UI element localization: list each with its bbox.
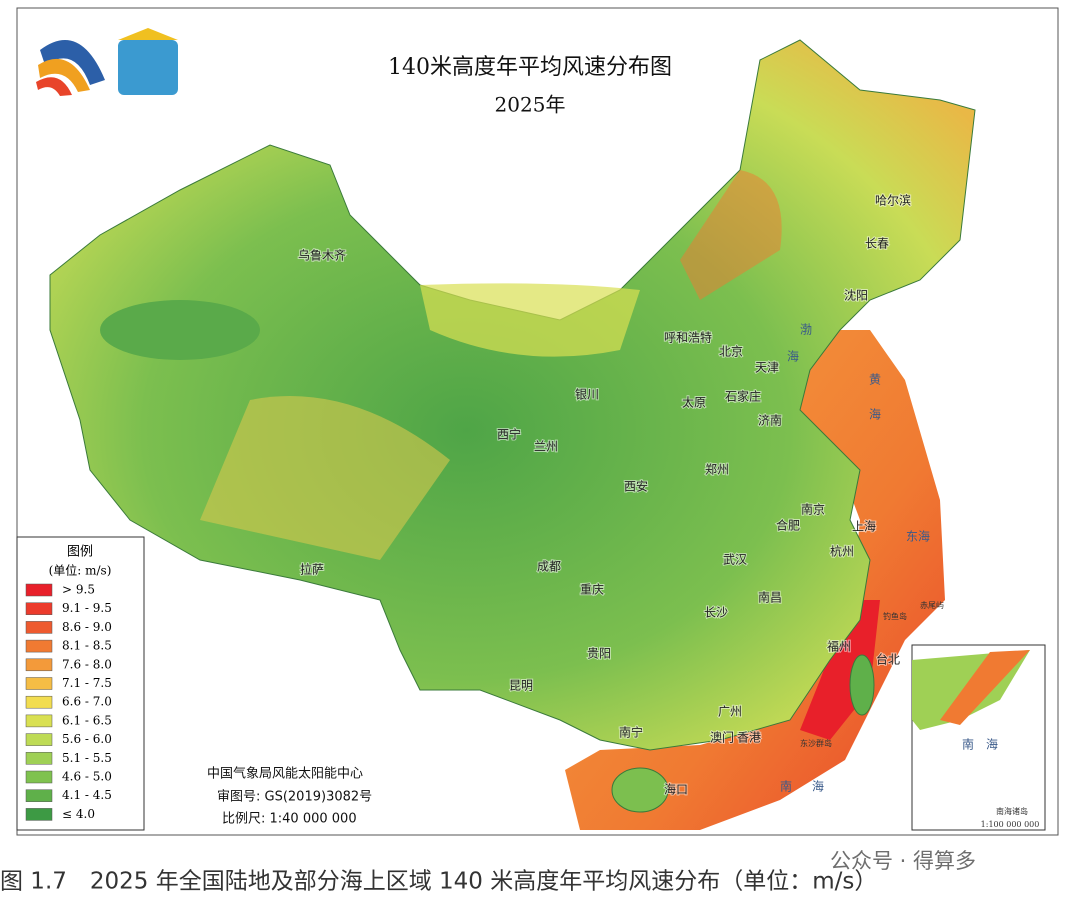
- city-label: 贵阳: [587, 647, 611, 661]
- city-label: 拉萨: [300, 562, 324, 577]
- strait-wind: [800, 600, 880, 740]
- watermark: 公众号 · 得算多: [830, 849, 976, 873]
- legend-swatch: [25, 695, 53, 709]
- legend-label: 4.6 - 5.0: [62, 770, 112, 784]
- city-label: 长春: [865, 237, 889, 251]
- inset-sea: [940, 650, 1030, 725]
- city-label: 兰州: [534, 440, 558, 454]
- legend-swatch: [25, 770, 53, 784]
- legend-label: 7.1 - 7.5: [62, 676, 112, 690]
- legend-swatch: [25, 621, 53, 634]
- sea-label: 东海: [906, 529, 930, 544]
- hainan: [611, 767, 669, 813]
- inset-sea-label: 南 海: [962, 737, 998, 752]
- city-label: 济南: [758, 413, 782, 428]
- city-label: 上海: [852, 519, 876, 534]
- inset-label: 南海诸岛: [996, 806, 1028, 816]
- legend-title: 图例: [67, 545, 93, 560]
- city-label: 乌鲁木齐: [298, 248, 346, 263]
- sea-label: 黄: [869, 373, 881, 387]
- map-subtitle: 2025年: [495, 93, 566, 117]
- city-label: 沈阳: [844, 288, 868, 303]
- logo: [36, 28, 178, 96]
- city-label: 福州: [827, 639, 851, 654]
- city-label: 香港: [737, 731, 761, 745]
- legend-swatch: [25, 752, 53, 765]
- plateau-north: [420, 283, 640, 357]
- sea-label: 海: [812, 779, 824, 794]
- city-label: 澳门: [710, 730, 734, 745]
- city-label: 西安: [624, 479, 648, 494]
- legend-swatch: [25, 677, 53, 690]
- sea-label: 南: [780, 779, 792, 794]
- legend-swatch: [25, 639, 53, 653]
- legend-label: 5.6 - 6.0: [62, 732, 112, 746]
- city-label: 郑州: [705, 462, 729, 477]
- city-label: 昆明: [509, 679, 533, 693]
- legend-label: 6.6 - 7.0: [62, 695, 112, 709]
- island-label: 钓鱼岛: [883, 611, 907, 621]
- legend-label: 8.1 - 8.5: [62, 639, 112, 653]
- taiwan: [849, 654, 875, 716]
- island-label: 赤尾屿: [920, 601, 944, 610]
- legend-label: 6.1 - 6.5: [62, 713, 112, 727]
- source-scale: 比例尺: 1:40 000 000: [222, 812, 357, 827]
- city-label: 南昌: [758, 590, 782, 605]
- city-label: 西宁: [497, 427, 521, 442]
- figure-caption: 图 1.7 2025 年全国陆地及部分海上区域 140 米高度年平均风速分布（单…: [0, 869, 877, 895]
- legend-swatch: [25, 602, 53, 615]
- city-label: 海口: [664, 782, 688, 797]
- city-label: 杭州: [830, 544, 854, 559]
- sea-labels: 渤 海 黄 海 东海 南 海 钓鱼岛 赤尾屿 东沙群岛 南 海 南海诸岛 1:1…: [780, 323, 1039, 830]
- source-approval: 审图号: GS(2019)3082号: [217, 790, 372, 805]
- basin: [100, 300, 260, 360]
- city-label: 台北: [876, 652, 900, 667]
- legend-swatch: [25, 583, 53, 597]
- sea-label: 渤: [800, 323, 812, 337]
- city-label: 广州: [718, 705, 742, 719]
- ridge: [680, 170, 782, 300]
- city-label: 南宁: [619, 725, 643, 740]
- city-label: 北京: [719, 345, 743, 359]
- legend-label: 4.1 - 4.5: [62, 788, 112, 802]
- city-label: 合肥: [776, 518, 800, 533]
- city-label: 天津: [755, 361, 779, 375]
- legend-swatch: [25, 658, 53, 672]
- city-label: 呼和浩特: [664, 330, 712, 345]
- legend-label: 7.6 - 8.0: [62, 657, 112, 671]
- legend-swatch: [25, 808, 53, 821]
- city-label: 银川: [575, 388, 599, 402]
- island-label: 东沙群岛: [800, 738, 832, 748]
- city-label: 成都: [537, 560, 561, 574]
- legend-label: 5.1 - 5.5: [62, 751, 112, 765]
- city-label: 重庆: [580, 583, 604, 597]
- legend-label: > 9.5: [62, 583, 95, 597]
- sea-label: 海: [869, 407, 881, 422]
- city-labels: 乌鲁木齐 拉萨 西宁 兰州 银川 呼和浩特 北京 天津 石家庄 太原 济南 郑州…: [297, 192, 912, 798]
- legend-label: 9.1 - 9.5: [62, 601, 112, 615]
- city-label: 长沙: [704, 606, 728, 620]
- source-org: 中国气象局风能太阳能中心: [207, 766, 363, 782]
- plateau: [200, 396, 450, 560]
- legend-swatch: [25, 789, 53, 802]
- legend-swatch: [25, 714, 53, 728]
- sea-label: 海: [787, 349, 799, 364]
- city-label: 太原: [682, 395, 706, 410]
- city-label: 哈尔滨: [875, 193, 911, 208]
- legend-unit: (单位: m/s): [49, 563, 112, 578]
- city-label: 武汉: [723, 553, 747, 567]
- map-title: 140米高度年平均风速分布图: [388, 55, 672, 80]
- legend-swatch: [25, 733, 53, 746]
- city-label: 石家庄: [725, 389, 761, 404]
- legend-label: ≤ 4.0: [62, 807, 95, 821]
- legend: 图例 (单位: m/s) > 9.5 9.1 - 9.5 8.6 - 9.0 8.1 …: [16, 536, 145, 831]
- city-label: 南京: [801, 502, 825, 517]
- legend-label: 8.6 - 9.0: [62, 620, 112, 634]
- inset-scale: 1:100 000 000: [981, 820, 1040, 829]
